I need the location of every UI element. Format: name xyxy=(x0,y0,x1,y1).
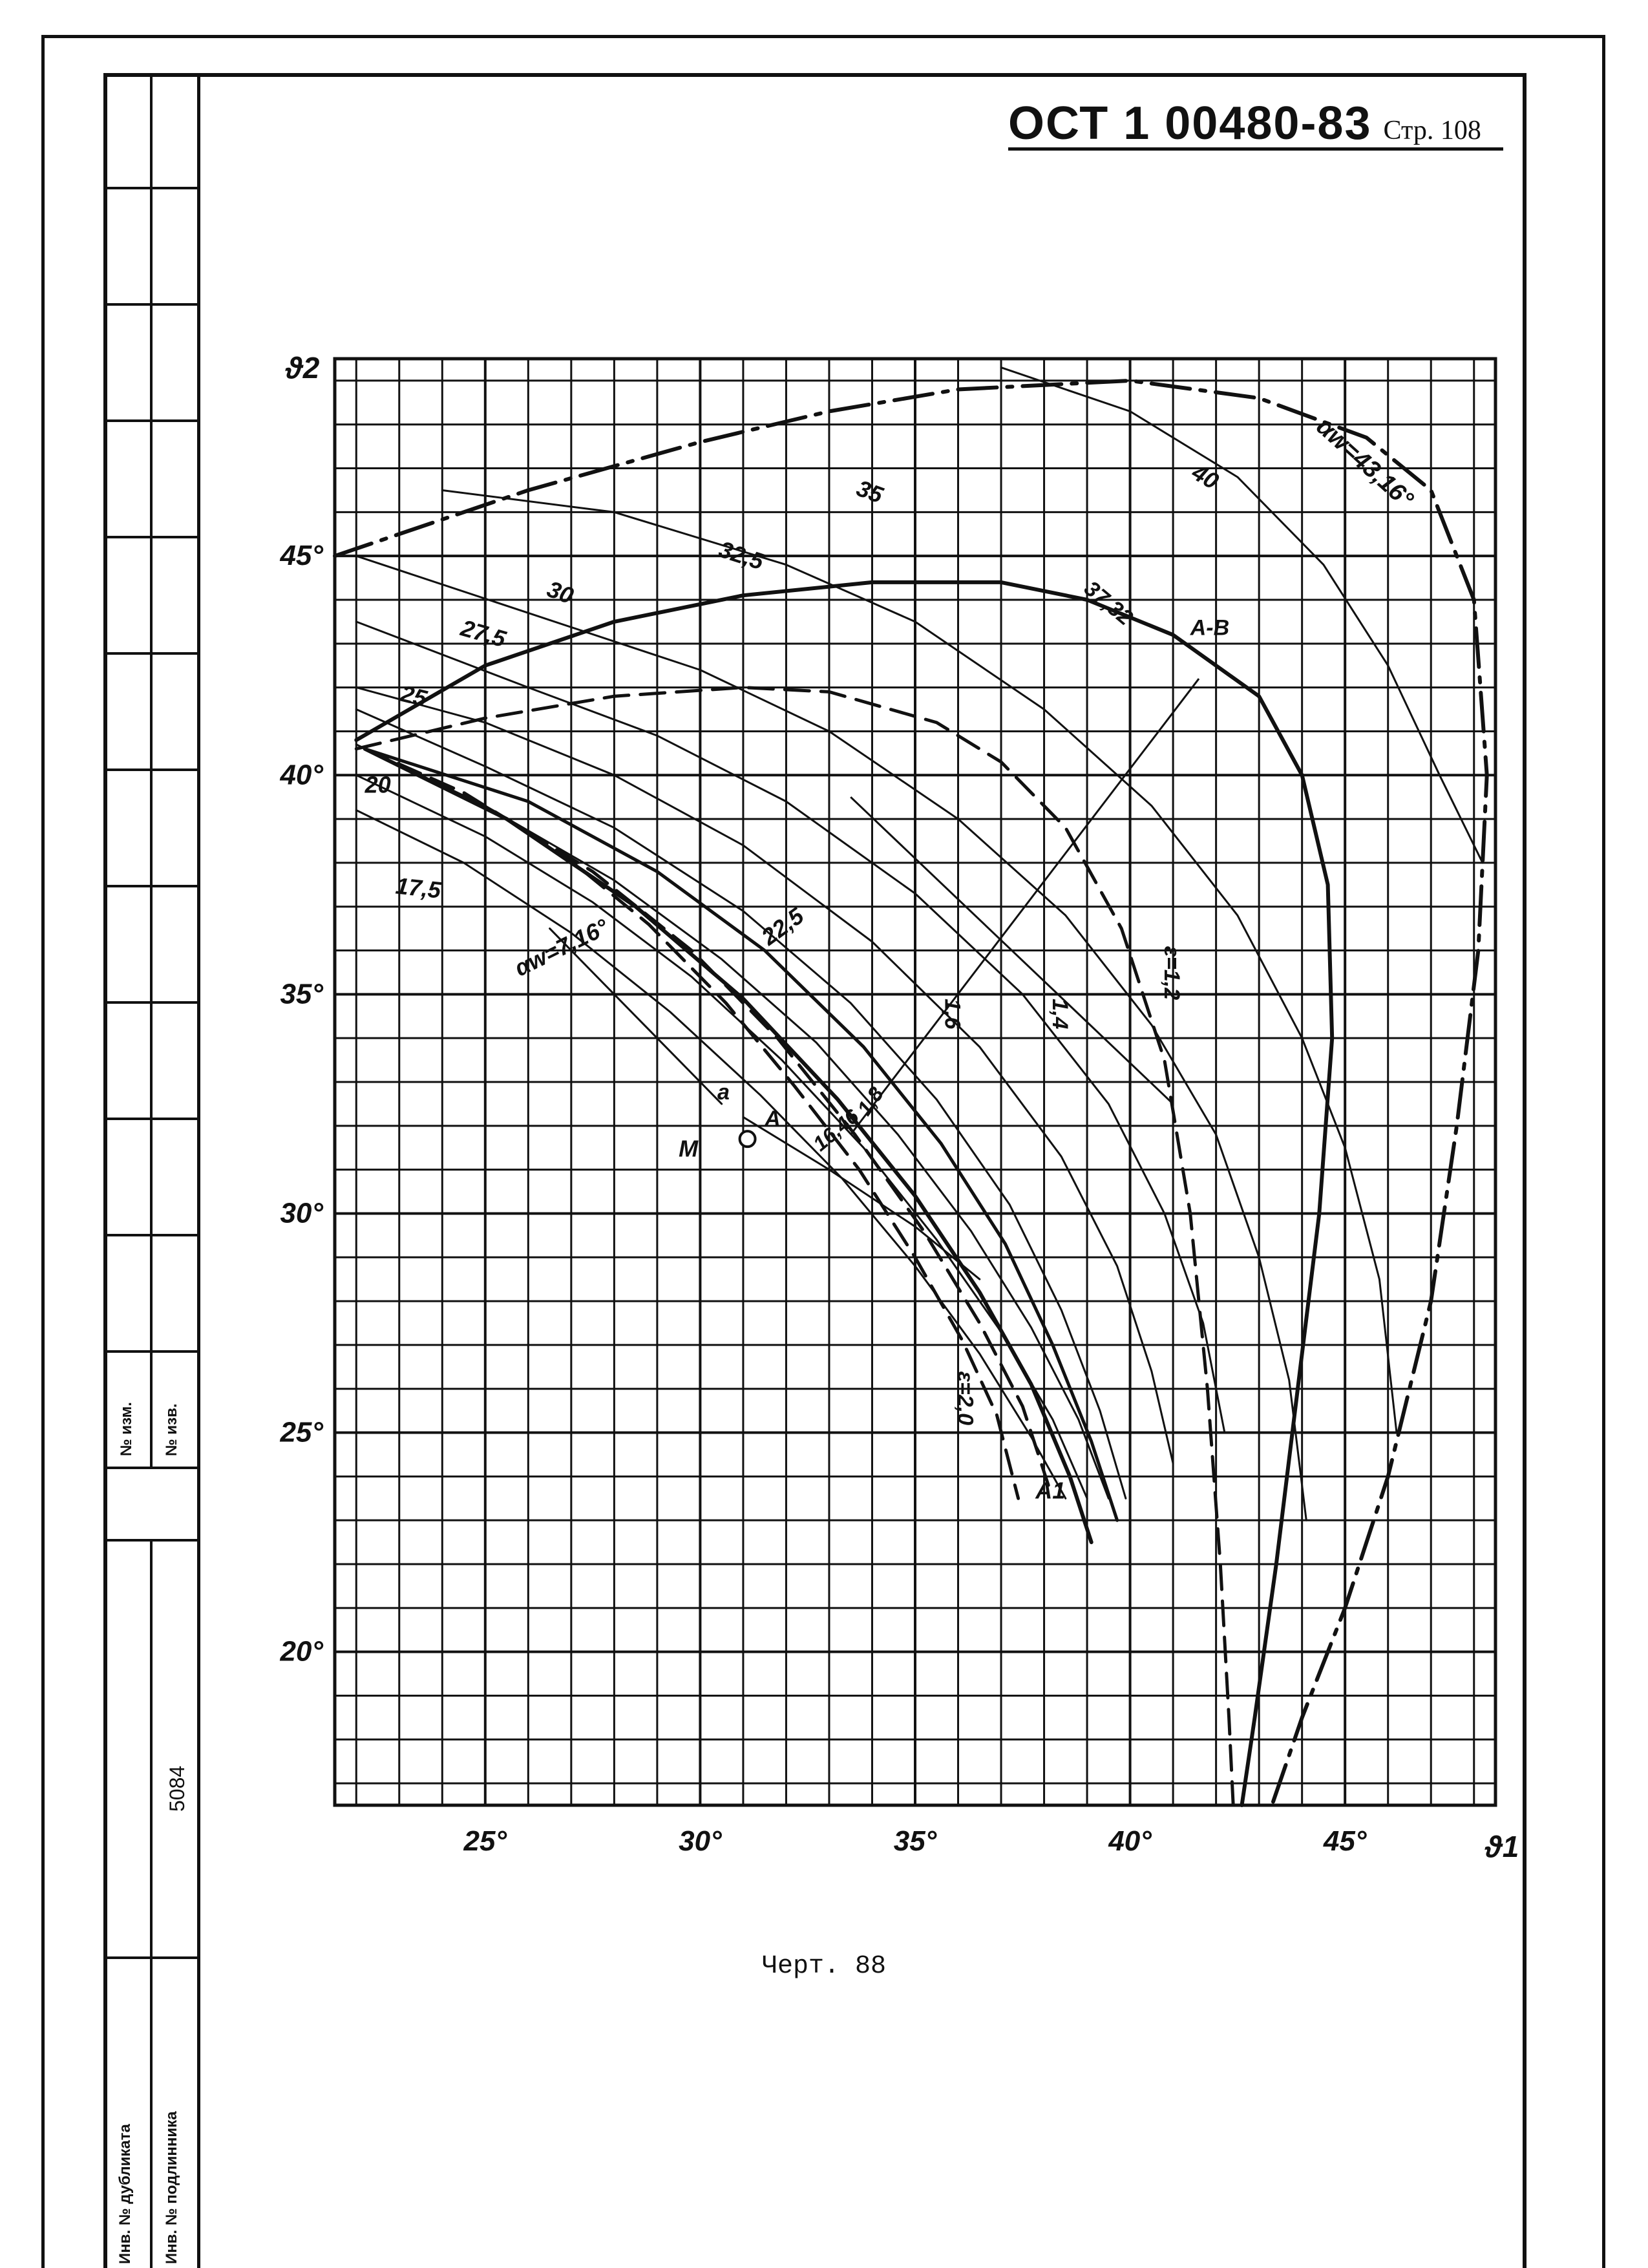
series-line xyxy=(549,927,723,1105)
curve-label: 37,32 xyxy=(1079,576,1137,630)
series-line xyxy=(1000,366,1484,864)
series-line xyxy=(354,580,1335,1807)
curve-label: 20 xyxy=(364,771,391,798)
strip-cell xyxy=(103,1353,200,1469)
curve-label: 1,4 xyxy=(1048,999,1072,1029)
curve-label: M xyxy=(679,1135,699,1161)
strip-divider-bottom xyxy=(150,1539,153,2268)
strip-cell xyxy=(103,422,200,538)
curve-label: αw=7,16° xyxy=(511,913,613,981)
curve-label: 1,6 xyxy=(940,999,965,1030)
curve-label: ε=1,2 xyxy=(1159,946,1184,1000)
drawing-frame xyxy=(103,73,1527,2268)
y-tick-label: 35° xyxy=(280,978,323,1010)
series-line xyxy=(355,809,1067,1500)
strip-cell xyxy=(103,538,200,655)
series-line xyxy=(333,378,1489,1807)
curve-label: ε=2,0 xyxy=(953,1372,978,1425)
figure-caption: Черт. 88 xyxy=(761,1952,887,1981)
series-line xyxy=(354,686,1235,1807)
y-tick-label: 20° xyxy=(279,1636,323,1668)
chart-curves xyxy=(333,366,1489,1807)
strip-cell xyxy=(103,655,200,771)
marker-point xyxy=(738,1130,757,1149)
standard-code: ОСТ 1 00480-83 xyxy=(1008,98,1372,149)
header-underline xyxy=(1008,147,1503,151)
page-frame xyxy=(41,35,1605,2268)
strip-cell xyxy=(103,189,200,306)
x-axis-label: ϑ1 xyxy=(1484,1830,1519,1863)
curve-label: A-B xyxy=(1190,615,1229,640)
page-number: Стр. 108 xyxy=(1383,116,1481,145)
strip-cell xyxy=(103,771,200,887)
reference-line xyxy=(850,678,1200,1136)
y-axis-label: ϑ2 xyxy=(285,351,320,385)
curve-label: 27,5 xyxy=(458,614,510,652)
series-line xyxy=(441,489,1398,1434)
series-line xyxy=(363,747,1093,1545)
chart-grid xyxy=(333,357,1497,1807)
series-line xyxy=(363,747,1119,1522)
curve-label: A xyxy=(764,1107,781,1131)
title-block-strip: № изм. № изв. 5084 Инв. № дубликата Инв.… xyxy=(103,73,200,2268)
strip-divider-top xyxy=(150,73,153,1469)
series-line xyxy=(355,686,1174,1465)
y-tick-label: 40° xyxy=(279,759,323,790)
strip-cell xyxy=(103,1236,200,1353)
series-line xyxy=(355,708,1127,1500)
y-tick-label: 30° xyxy=(280,1197,323,1229)
curve-label: 22,5 xyxy=(756,902,809,951)
series-line xyxy=(355,743,1110,1500)
page-header: ОСТ 1 00480-83 Стр. 108 xyxy=(1008,97,1481,150)
curve-label: 35 xyxy=(853,474,887,509)
curve-label: 32,5 xyxy=(716,536,768,575)
series-line xyxy=(355,555,1307,1521)
y-tick-label: 25° xyxy=(279,1417,323,1448)
series-line xyxy=(363,747,1050,1487)
strip-cell xyxy=(103,887,200,1004)
x-tick-label: 25° xyxy=(463,1825,507,1857)
series-line xyxy=(355,620,1226,1434)
strip-cell xyxy=(103,306,200,422)
curve-label: αw=43,16° xyxy=(1311,413,1419,514)
curve-label: A1 xyxy=(1035,1477,1065,1503)
series-line xyxy=(363,747,1020,1500)
x-tick-label: 35° xyxy=(894,1825,937,1857)
curve-label: 40 xyxy=(1187,458,1223,494)
chart-axes: 25° 30° 35° 40° 45° 20° 25° 30° 35° 40° 45° ϑ1 ϑ2 xyxy=(279,351,1519,1863)
series-line xyxy=(742,1116,981,1280)
x-tick-label: 40° xyxy=(1108,1825,1152,1857)
curve-label: 17,5 xyxy=(394,873,443,904)
x-tick-label: 30° xyxy=(679,1825,722,1857)
y-tick-label: 45° xyxy=(279,540,323,571)
strip-cell xyxy=(103,1120,200,1236)
strip-cell xyxy=(103,73,200,189)
curve-label: a xyxy=(717,1080,730,1105)
x-tick-label: 45° xyxy=(1323,1825,1367,1857)
strip-cell xyxy=(103,1004,200,1120)
reference-line xyxy=(850,796,1174,1105)
